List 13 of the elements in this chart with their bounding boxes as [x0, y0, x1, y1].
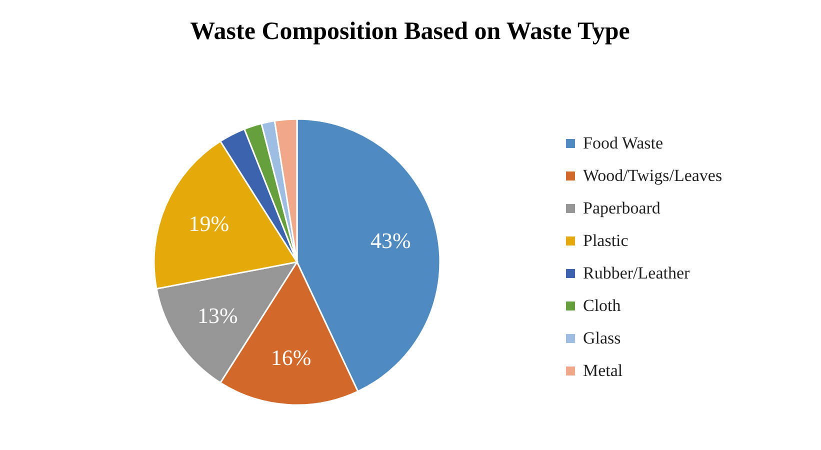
data-label: 19% — [188, 210, 230, 236]
legend-label: Food Waste — [583, 134, 664, 152]
chart-title: Waste Composition Based on Waste Type — [190, 18, 630, 45]
data-label: 13% — [197, 302, 238, 328]
data-label: 16% — [270, 344, 312, 370]
legend-label: Cloth — [583, 296, 622, 315]
legend-label: Glass — [583, 328, 621, 348]
legend-label: Metal — [583, 361, 623, 380]
legend-label: Wood/Twigs/Leaves — [583, 166, 722, 185]
legend-label: Plastic — [583, 231, 629, 250]
legend-label: Rubber/Leather — [583, 264, 690, 282]
legend-label: Paperboard — [583, 198, 661, 218]
data-label: 43% — [370, 228, 411, 254]
